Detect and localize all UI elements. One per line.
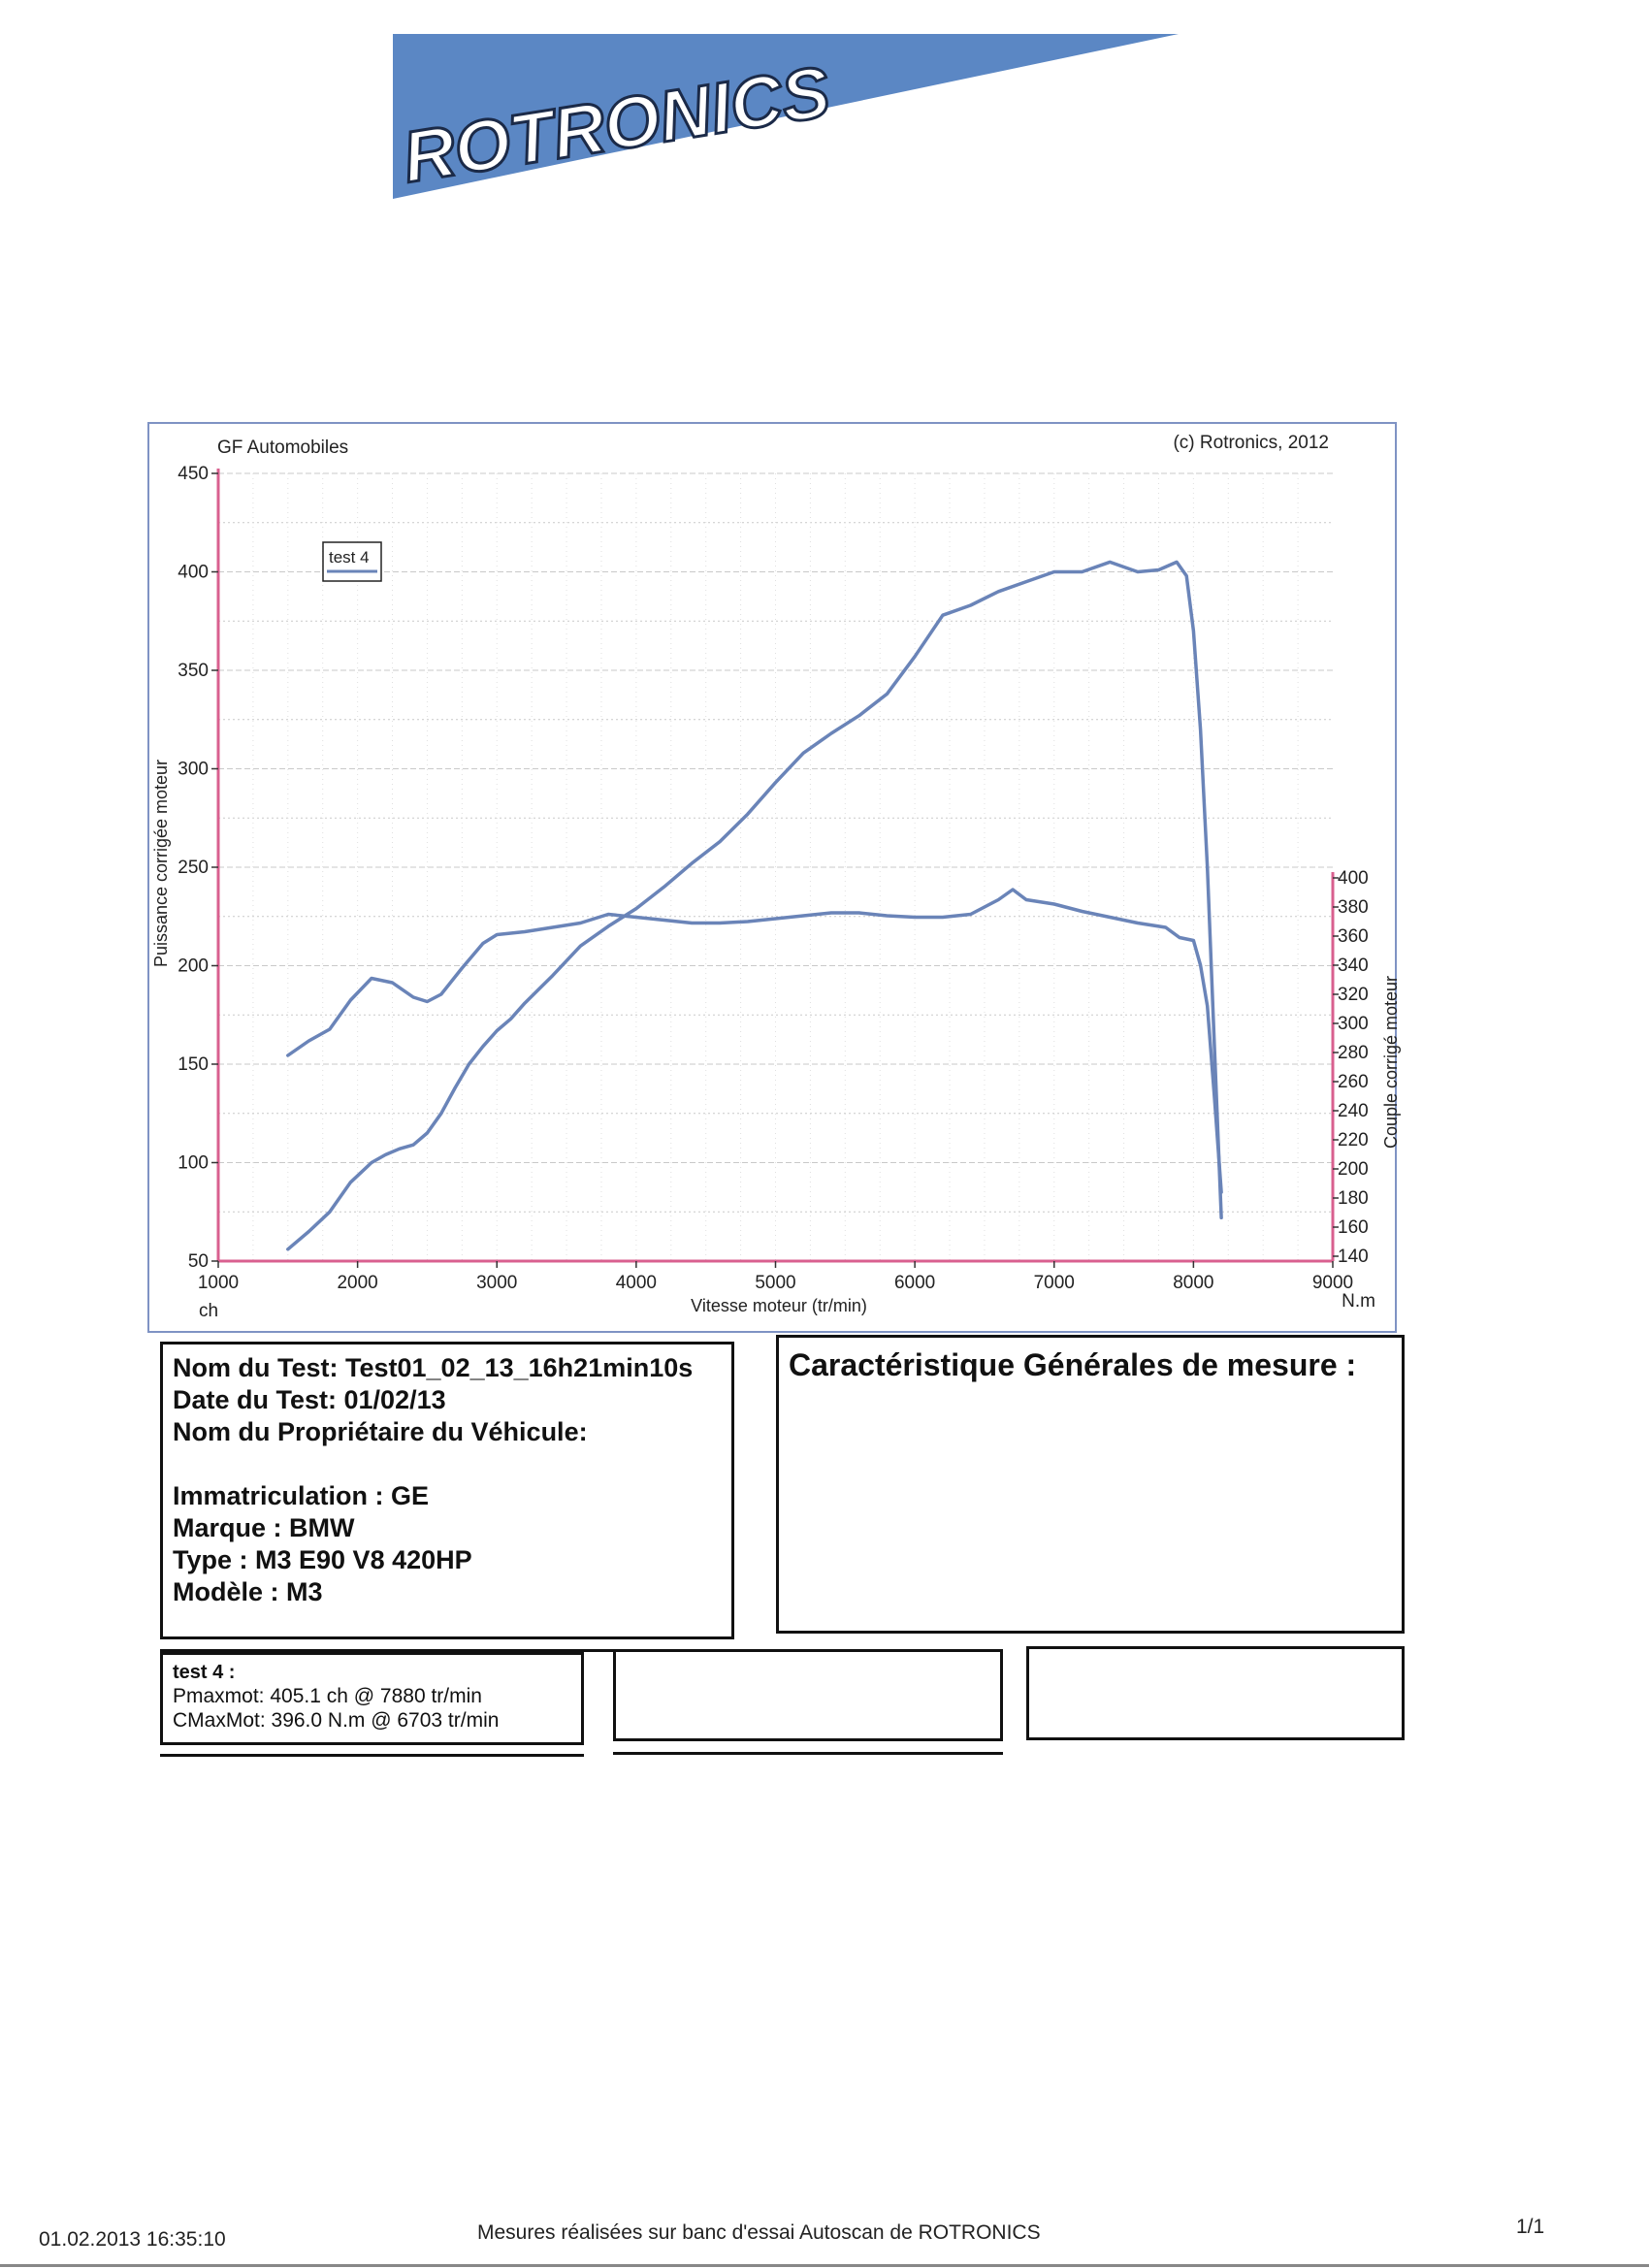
model-line: Modèle : M3 [173, 1577, 323, 1606]
y-left-tick-label: 350 [178, 661, 209, 681]
results-pmax: Pmaxmot: 405.1 ch @ 7880 tr/min [173, 1685, 482, 1707]
y-right-tick-label: 240 [1338, 1101, 1369, 1121]
y-right-tick-label: 140 [1338, 1247, 1369, 1267]
footer-center: Mesures réalisées sur banc d'essai Autos… [477, 2221, 1041, 2244]
test-info-underline [160, 1649, 734, 1652]
y-right-tick-label: 320 [1338, 985, 1369, 1005]
y-right-tick-label: 400 [1338, 868, 1369, 889]
results-underline [160, 1754, 584, 1757]
x-tick-label: 3000 [476, 1273, 517, 1293]
test-date-line: Date du Test: 01/02/13 [173, 1385, 446, 1414]
general-characteristics-box: Caractéristique Générales de mesure : [776, 1335, 1405, 1634]
results-cmax: CMaxMot: 396.0 N.m @ 6703 tr/min [173, 1709, 500, 1732]
y-left-tick-label: 50 [188, 1251, 209, 1272]
y-right-tick-label: 280 [1338, 1043, 1369, 1063]
chart-header-left: GF Automobiles [217, 437, 348, 458]
y-right-axis-label: Couple corrigé moteur [1381, 976, 1401, 1149]
chart-axes [216, 469, 1335, 1263]
logo-banner [393, 34, 1179, 199]
series-line-right-axis [286, 888, 1223, 1194]
legend-label: test 4 [329, 548, 370, 567]
chart-header-right: (c) Rotronics, 2012 [1173, 433, 1329, 453]
x-tick-label: 5000 [755, 1273, 795, 1293]
footer-bottom-rule [0, 2264, 1649, 2267]
footer-timestamp: 01.02.2013 16:35:10 [39, 2228, 226, 2251]
y-right-tick-label: 260 [1338, 1072, 1369, 1092]
series-line-left-axis [286, 560, 1223, 1251]
x-tick-label: 9000 [1312, 1273, 1353, 1293]
y-right-tick-label: 160 [1338, 1217, 1369, 1238]
empty-box-middle-underline [613, 1752, 1003, 1755]
general-characteristics-title: Caractéristique Générales de mesure : [789, 1347, 1357, 1382]
x-tick-label: 1000 [198, 1273, 239, 1293]
test-info-box: Nom du Test: Test01_02_13_16h21min10s Da… [160, 1342, 734, 1639]
y-left-tick-label: 400 [178, 563, 209, 583]
y-right-tick-label: 200 [1338, 1159, 1369, 1180]
x-tick-label: 8000 [1173, 1273, 1213, 1293]
y-right-tick-label: 360 [1338, 926, 1369, 947]
footer-page: 1/1 [1516, 2216, 1545, 2238]
y-right-tick-label: 300 [1338, 1014, 1369, 1034]
y-left-tick-label: 200 [178, 956, 209, 977]
test-name-line: Nom du Test: Test01_02_13_16h21min10s [173, 1353, 694, 1382]
y-left-tick-label: 450 [178, 464, 209, 484]
y-left-tick-label: 150 [178, 1054, 209, 1075]
chart-ticks: 50 100 150 200 250 300 350 400 450 140 160 180 200 22… [178, 464, 1368, 1293]
empty-box-right [1026, 1646, 1405, 1740]
x-axis-label: Vitesse moteur (tr/min) [691, 1296, 867, 1315]
owner-line: Nom du Propriétaire du Véhicule: [173, 1417, 588, 1446]
type-line: Type : M3 E90 V8 420HP [173, 1545, 472, 1574]
x-tick-label: 4000 [616, 1273, 657, 1293]
chart-gridlines [218, 472, 1333, 1262]
legend-box [322, 541, 382, 582]
y-left-tick-label: 100 [178, 1153, 209, 1174]
rotronics-logo: ROTRONICS [393, 34, 1179, 199]
results-box: test 4 : Pmaxmot: 405.1 ch @ 7880 tr/min… [160, 1652, 584, 1745]
x-unit-left: ch [199, 1301, 218, 1321]
x-tick-label: 6000 [894, 1273, 935, 1293]
y-right-tick-label: 180 [1338, 1188, 1369, 1209]
chart-frame [147, 422, 1397, 1333]
y-left-tick-label: 250 [178, 858, 209, 878]
y-right-tick-label: 380 [1338, 897, 1369, 918]
y-left-tick-label: 300 [178, 760, 209, 780]
x-tick-label: 2000 [337, 1273, 377, 1293]
brand-line: Marque : BMW [173, 1513, 355, 1542]
registration-line: Immatriculation : GE [173, 1481, 430, 1510]
y-right-tick-label: 220 [1338, 1130, 1369, 1150]
results-title: test 4 : [173, 1662, 236, 1683]
empty-box-middle [613, 1649, 1003, 1741]
chart-series [286, 560, 1223, 1251]
y-right-tick-label: 340 [1338, 956, 1369, 976]
y-left-axis-label: Puissance corrigée moteur [151, 760, 171, 967]
x-unit-right: N.m [1342, 1291, 1375, 1312]
x-tick-label: 7000 [1034, 1273, 1075, 1293]
